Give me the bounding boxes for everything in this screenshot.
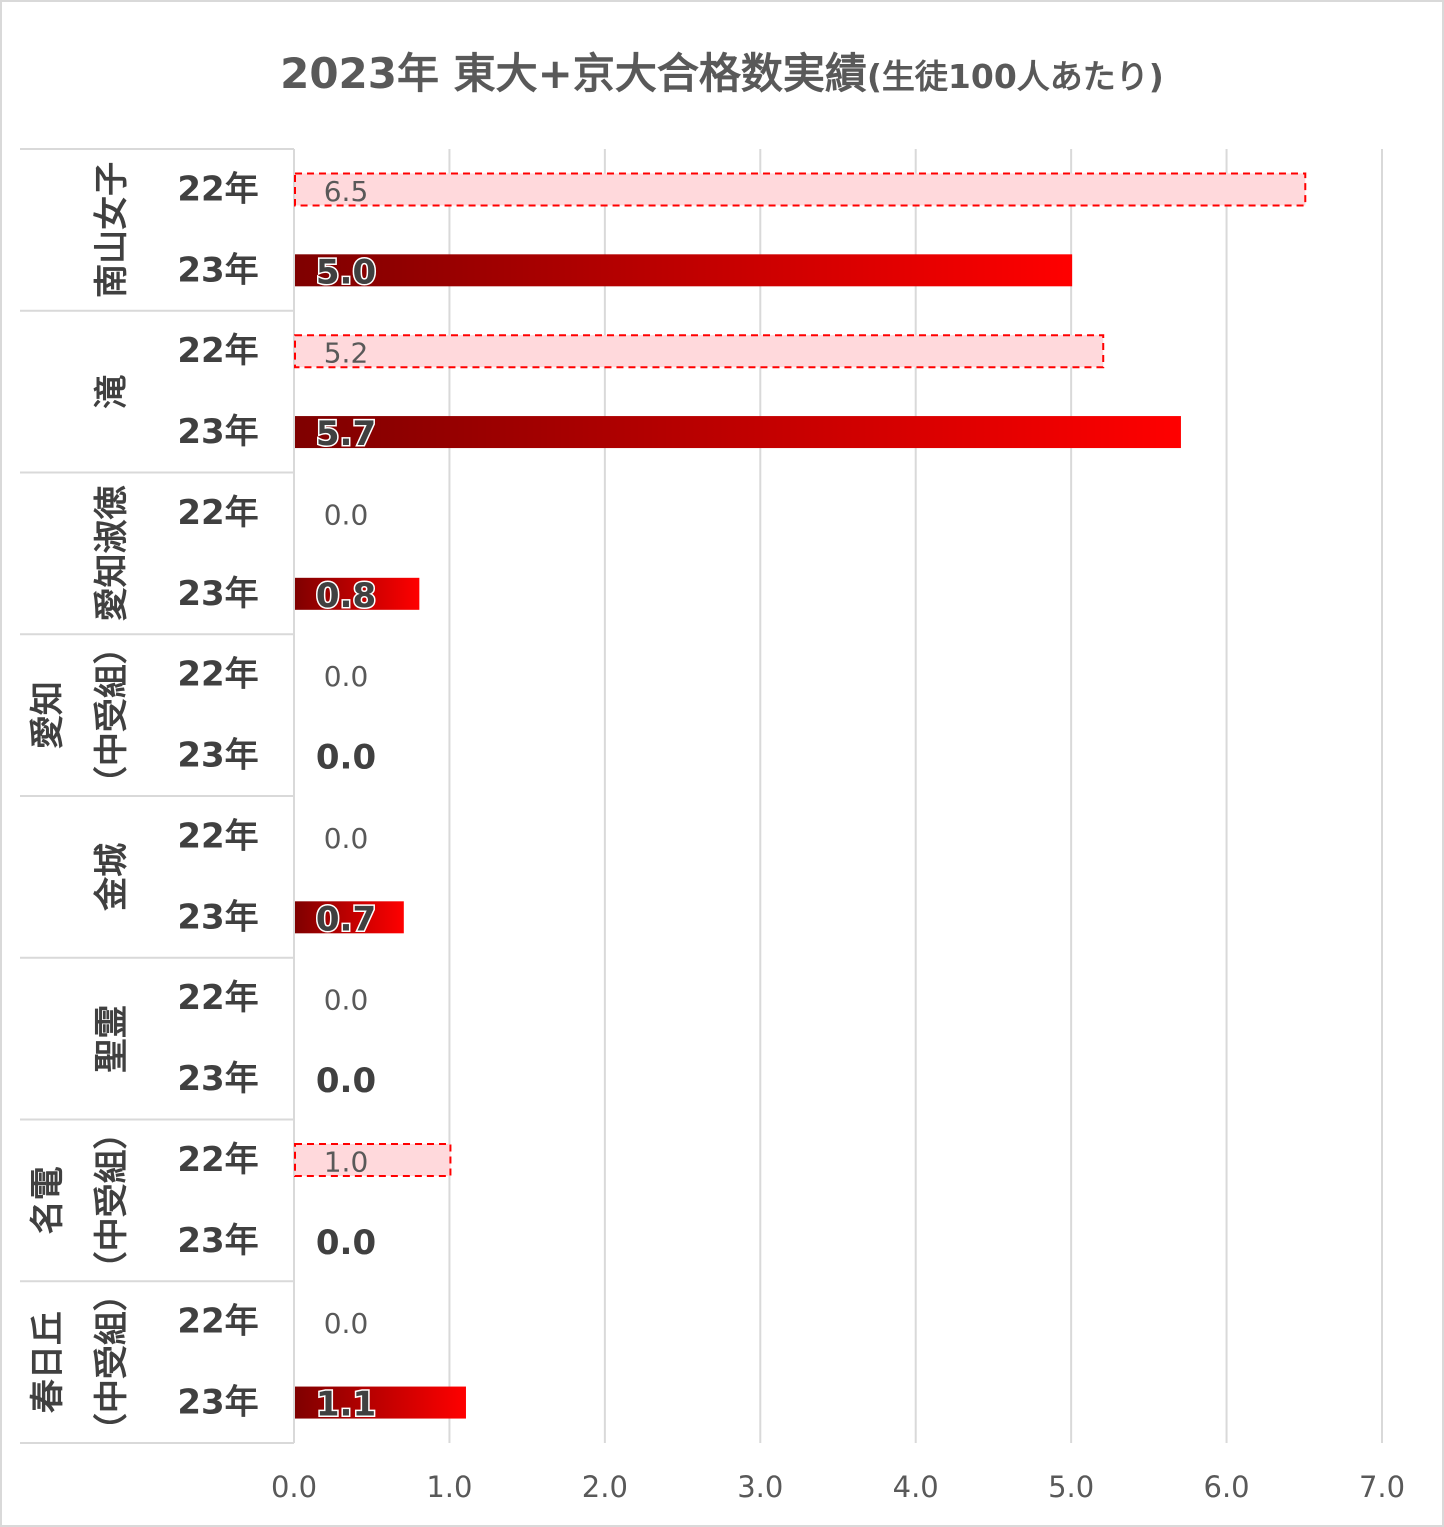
data-label-2022: 6.5 [324,175,369,208]
chart-title: 2023年 東大+京大合格数実績(生徒100人あたり) [280,49,1164,98]
x-tick-label: 7.0 [1359,1470,1405,1504]
x-tick-label: 4.0 [893,1470,939,1504]
x-axis-ticks: 0.0 1.0 2.0 3.0 4.0 5.0 6.0 7.0 [271,1470,1405,1504]
group-label: 愛知淑徳 [92,485,132,621]
group-label: 聖霊 [92,1005,132,1073]
chart-title-main: 2023年 東大+京大合格数実績 [280,49,867,98]
year-label: 22年 [177,978,258,1018]
bar-2023 [295,416,1181,449]
x-tick-label: 2.0 [582,1470,628,1504]
year-label: 22年 [177,816,258,856]
data-label-2023: 0.0 [316,1223,376,1263]
year-label: 23年 [177,250,258,290]
group-label: 愛知 [28,681,68,749]
year-label: 22年 [177,169,258,209]
group-label: 名電 [28,1166,68,1234]
group-label: 春日丘 [28,1311,68,1413]
bar-2023 [295,901,404,934]
bar-2022 [294,1142,452,1177]
bar-2023 [295,577,420,610]
group-label: （中受組） [92,630,132,800]
data-label-2022: 1.0 [324,1145,369,1178]
data-label-2023: 5.7 [316,414,376,454]
x-tick-label: 3.0 [737,1470,783,1504]
data-label-2022: 0.0 [324,498,369,531]
year-label: 22年 [177,493,258,533]
x-tick-label: 0.0 [271,1470,317,1504]
data-label-2023: 5.0 [316,252,376,292]
data-label-2023: 0.0 [316,738,376,778]
data-label-2022: 0.0 [324,660,369,693]
x-tick-label: 5.0 [1048,1470,1094,1504]
year-label: 23年 [177,1059,258,1099]
bar-2023 [295,254,1073,287]
data-label-2022: 0.0 [324,984,369,1017]
bars [294,172,1307,1419]
group-label: 金城 [92,843,132,912]
year-label: 22年 [177,655,258,695]
bar-2022 [294,334,1105,369]
year-label: 22年 [177,1140,258,1180]
data-label-2023: 0.7 [316,899,376,939]
group-label: 南山女子 [92,162,132,298]
year-label: 23年 [177,736,258,776]
data-label-2022: 0.0 [324,822,369,855]
year-label: 23年 [177,1383,258,1423]
year-label: 23年 [177,412,258,452]
bar-2023 [295,1386,466,1419]
year-label: 22年 [177,331,258,371]
x-tick-label: 1.0 [426,1470,472,1504]
year-label: 23年 [177,897,258,937]
x-tick-label: 6.0 [1204,1470,1250,1504]
chart-title-sub: (生徒100人あたり) [867,57,1164,96]
data-labels: 6.5 5.0 5.2 5.7 0.0 0.8 0.0 0.0 0.0 0.7 0.0 0.0 1.0 0… [314,175,377,1426]
data-label-2022: 0.0 [324,1307,369,1340]
year-label: 23年 [177,1221,258,1261]
data-label-2022: 5.2 [324,337,369,370]
group-label: 滝 [92,375,132,409]
bar-2022 [294,172,1307,207]
year-label: 23年 [177,574,258,614]
data-label-2023: 0.8 [316,576,376,616]
group-label: （中受組） [92,1277,132,1447]
year-label: 22年 [177,1302,258,1342]
data-label-2023: 0.0 [316,1061,376,1101]
data-label-2023: 1.1 [316,1385,376,1425]
group-label: （中受組） [92,1115,132,1285]
